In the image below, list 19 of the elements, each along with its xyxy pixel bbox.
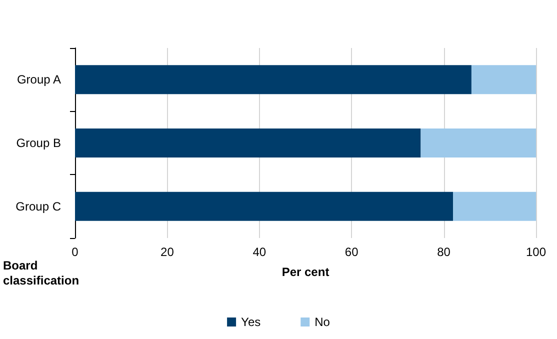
bar bbox=[75, 192, 454, 221]
y-tick-label: Group B bbox=[16, 136, 61, 150]
x-tick-label: 40 bbox=[252, 245, 266, 259]
bar bbox=[420, 128, 536, 158]
bar bbox=[453, 192, 536, 221]
legend-label: No bbox=[314, 315, 330, 329]
x-axis-title: Per cent bbox=[282, 265, 330, 279]
legend-label: Yes bbox=[241, 315, 261, 329]
bar bbox=[75, 128, 421, 158]
y-tick-label: Group C bbox=[16, 199, 62, 214]
bar bbox=[75, 65, 472, 94]
bar bbox=[471, 65, 536, 94]
x-tick-label: 80 bbox=[437, 245, 451, 259]
y-axis-title: Board classification bbox=[3, 258, 80, 288]
x-tick-label: 100 bbox=[526, 245, 546, 259]
y-tick-label: Group A bbox=[16, 72, 61, 87]
x-tick-label: 0 bbox=[72, 245, 79, 259]
x-tick-label: 20 bbox=[160, 245, 174, 259]
x-tick-label: 60 bbox=[344, 245, 359, 259]
